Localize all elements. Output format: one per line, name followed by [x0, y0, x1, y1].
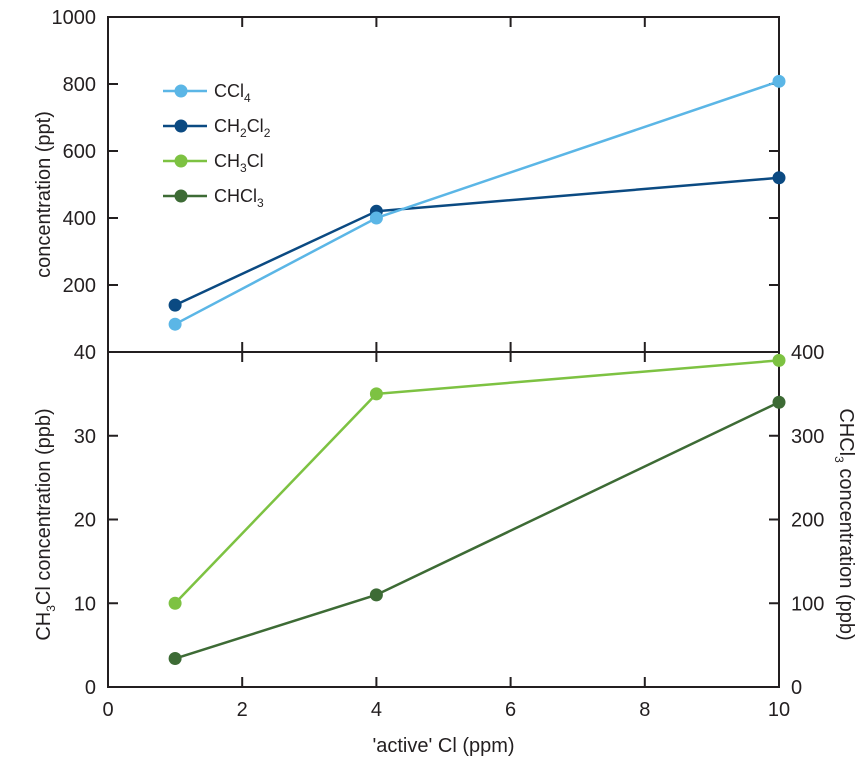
legend-label: CH3Cl — [214, 151, 264, 175]
legend-marker — [174, 119, 188, 133]
bottom-y-tick-label: 40 — [74, 342, 96, 364]
bottom-y2-tick-label: 200 — [791, 510, 824, 532]
bottom-y-tick-label: 30 — [74, 426, 96, 448]
x-tick-label: 10 — [768, 699, 790, 721]
legend-marker — [174, 154, 188, 168]
x-axis-label: 'active' Cl (ppm) — [372, 735, 514, 757]
series-chcl3-line — [174, 401, 780, 660]
x-tick-label: 4 — [371, 699, 382, 721]
bottom-y-tick-label: 0 — [85, 677, 96, 699]
series-chcl3-point — [168, 652, 182, 666]
series-ccl4-point — [369, 211, 383, 225]
legend-label: CHCl3 — [214, 186, 264, 210]
bottom-y2-tick-label: 100 — [791, 593, 824, 615]
legend-label: CH2Cl2 — [214, 116, 271, 140]
bottom-y2-axis-label: CHCl3 concentration (ppb) — [832, 408, 857, 640]
series-ch3cl-point — [369, 387, 383, 401]
x-tick-label: 6 — [505, 699, 516, 721]
series-layer — [168, 74, 786, 666]
series-chcl3-point — [369, 588, 383, 602]
top-y-tick-label: 400 — [63, 208, 96, 230]
bottom-y-axis-label: CH3Cl concentration (ppb) — [33, 408, 58, 640]
series-ch3cl-point — [168, 596, 182, 610]
x-tick-label: 8 — [639, 699, 650, 721]
top-y-tick-label: 1000 — [52, 7, 97, 29]
legend-marker — [174, 189, 188, 203]
series-ch2cl2-line — [174, 176, 780, 307]
series-ccl4-point — [772, 74, 786, 88]
axis-labels: 'active' Cl (ppm) concentration (ppt) CH3C… — [33, 111, 857, 757]
bottom-panel-frame — [107, 351, 780, 688]
legend: CCl4 CH2Cl2 CH3Cl CHCl3 — [163, 81, 271, 210]
top-y-axis-label: concentration (ppt) — [33, 111, 55, 278]
series-ccl4-point — [168, 317, 182, 331]
series-ch2cl2-point — [772, 171, 786, 185]
series-chcl3-point — [772, 395, 786, 409]
series-ch3cl-line — [174, 359, 780, 605]
bottom-y2-tick-label: 300 — [791, 426, 824, 448]
top-y-tick-label: 200 — [63, 275, 96, 297]
series-ch2cl2-point — [168, 298, 182, 312]
x-tick-label: 2 — [237, 699, 248, 721]
bottom-y-tick-label: 20 — [74, 510, 96, 532]
bottom-y-tick-label: 10 — [74, 593, 96, 615]
x-tick-label: 0 — [102, 699, 113, 721]
bottom-y2-tick-label: 400 — [791, 342, 824, 364]
axes-frames — [107, 16, 780, 688]
legend-marker — [174, 84, 188, 98]
top-y-tick-label: 800 — [63, 74, 96, 96]
series-ch3cl-point — [772, 353, 786, 367]
top-y-tick-label: 600 — [63, 141, 96, 163]
top-panel-frame — [107, 16, 780, 353]
legend-label: CCl4 — [214, 81, 251, 105]
bottom-y2-tick-label: 0 — [791, 677, 802, 699]
